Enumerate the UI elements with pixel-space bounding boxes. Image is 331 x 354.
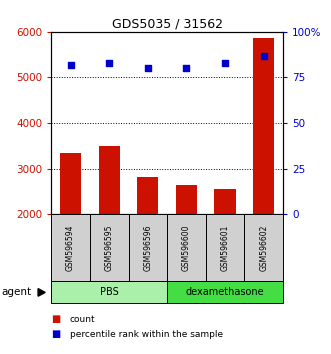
Text: agent: agent bbox=[2, 287, 32, 297]
Text: GSM596601: GSM596601 bbox=[220, 224, 230, 271]
Text: ■: ■ bbox=[51, 314, 61, 324]
Point bbox=[222, 60, 228, 66]
Text: PBS: PBS bbox=[100, 287, 118, 297]
Text: GSM596594: GSM596594 bbox=[66, 224, 75, 271]
Point bbox=[184, 65, 189, 71]
Title: GDS5035 / 31562: GDS5035 / 31562 bbox=[112, 18, 223, 31]
Point bbox=[68, 62, 73, 68]
Text: GSM596600: GSM596600 bbox=[182, 224, 191, 271]
Point bbox=[261, 53, 266, 58]
Text: GSM596602: GSM596602 bbox=[259, 224, 268, 271]
Bar bbox=[253, 38, 274, 214]
Text: ■: ■ bbox=[51, 329, 61, 339]
Text: percentile rank within the sample: percentile rank within the sample bbox=[70, 330, 223, 339]
Text: GSM596595: GSM596595 bbox=[105, 224, 114, 271]
Bar bbox=[60, 153, 81, 214]
Bar bbox=[99, 146, 120, 214]
Text: GSM596596: GSM596596 bbox=[143, 224, 152, 271]
Text: count: count bbox=[70, 315, 95, 324]
Point bbox=[145, 65, 151, 71]
Bar bbox=[214, 189, 236, 214]
Bar bbox=[137, 177, 159, 214]
Text: dexamethasone: dexamethasone bbox=[186, 287, 264, 297]
Point bbox=[107, 60, 112, 66]
Bar bbox=[176, 185, 197, 214]
